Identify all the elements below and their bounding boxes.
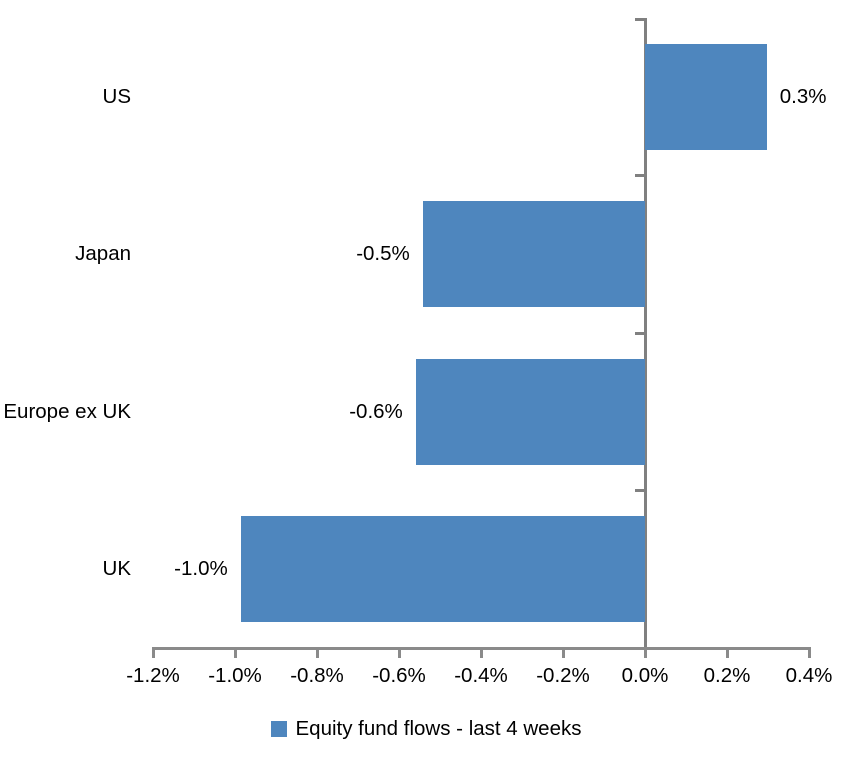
value-axis-tick xyxy=(725,649,729,658)
bar-us xyxy=(645,43,767,150)
data-label: -1.0% xyxy=(174,557,228,581)
category-axis-tick xyxy=(634,489,644,492)
data-label: -0.6% xyxy=(349,399,403,423)
value-axis-tick xyxy=(479,649,483,658)
category-axis-tick xyxy=(634,331,644,335)
category-label: US xyxy=(102,84,131,108)
value-axis-tick xyxy=(151,649,155,658)
category-label: Japan xyxy=(75,242,131,266)
value-axis-tick xyxy=(233,649,237,658)
legend: Equity fund flows - last 4 weeks xyxy=(0,712,852,746)
x-tick-label: -0.6% xyxy=(372,664,426,687)
value-axis-tick xyxy=(315,649,319,658)
x-tick-label: -1.2% xyxy=(126,664,180,687)
category-label: UK xyxy=(102,557,131,581)
x-tick-label: -0.2% xyxy=(536,664,590,687)
x-tick-label: -0.8% xyxy=(290,664,344,687)
data-label: 0.3% xyxy=(779,84,827,108)
value-axis-tick xyxy=(807,649,811,658)
category-axis-line xyxy=(643,18,647,648)
value-axis-tick xyxy=(397,649,401,658)
bar-japan xyxy=(422,201,645,308)
value-axis-line xyxy=(151,646,811,650)
value-axis-tick xyxy=(561,649,565,658)
x-tick-label: 0.4% xyxy=(785,664,833,687)
legend-label: Equity fund flows - last 4 weeks xyxy=(295,717,582,740)
data-label: -0.5% xyxy=(356,242,410,266)
value-axis-tick xyxy=(643,649,647,658)
bar-europe-ex-uk xyxy=(415,358,645,465)
x-tick-label: -0.4% xyxy=(454,664,508,687)
category-label: Europe ex UK xyxy=(3,399,131,423)
x-tick-label: 0.0% xyxy=(621,664,669,687)
x-tick-label: -1.0% xyxy=(208,664,262,687)
category-axis-tick xyxy=(634,174,644,177)
bar-uk xyxy=(240,516,645,623)
category-axis-tick xyxy=(634,18,644,21)
x-tick-label: 0.2% xyxy=(703,664,751,687)
legend-swatch-icon xyxy=(270,721,287,737)
